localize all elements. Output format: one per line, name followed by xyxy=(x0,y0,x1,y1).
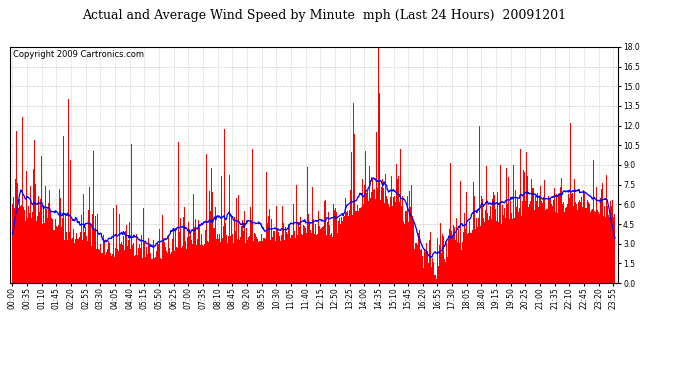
Text: Copyright 2009 Cartronics.com: Copyright 2009 Cartronics.com xyxy=(13,50,144,59)
Text: Actual and Average Wind Speed by Minute  mph (Last 24 Hours)  20091201: Actual and Average Wind Speed by Minute … xyxy=(82,9,566,22)
